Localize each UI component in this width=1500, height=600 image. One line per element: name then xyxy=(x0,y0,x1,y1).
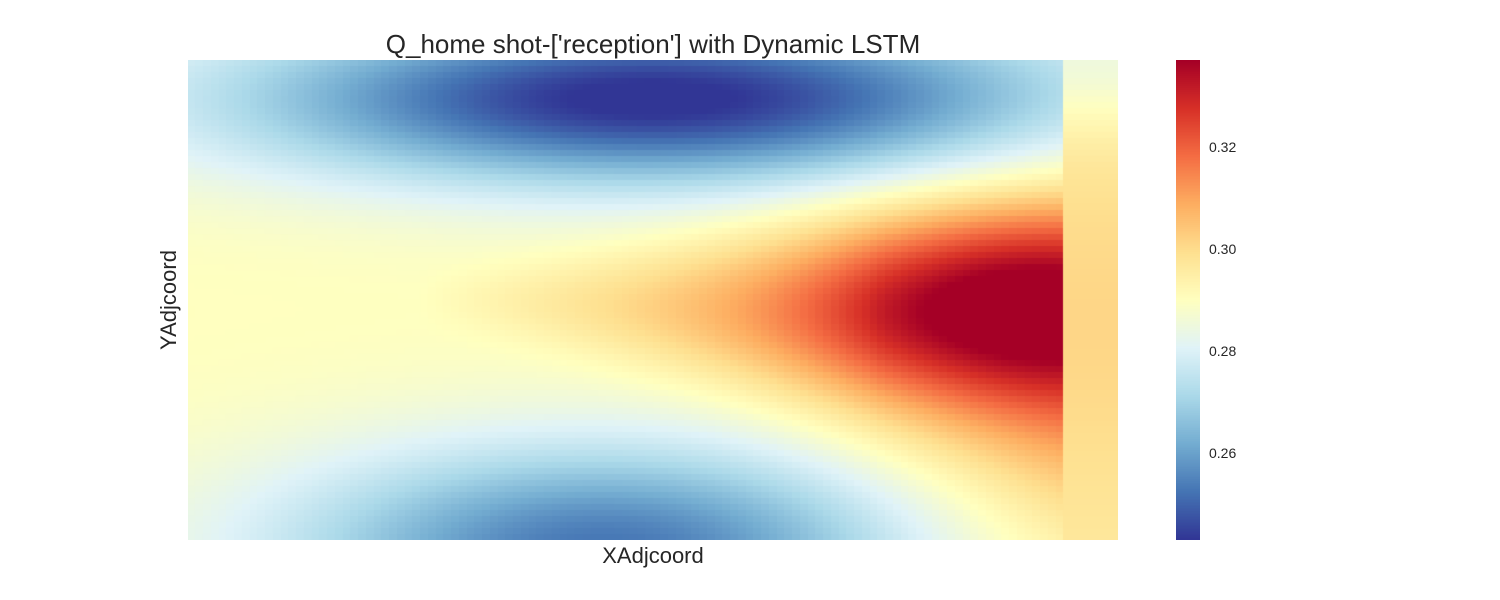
chart-title: Q_home shot-['reception'] with Dynamic L… xyxy=(386,29,920,59)
heatmap xyxy=(188,60,1118,540)
y-axis-label: YAdjcoord xyxy=(156,250,181,350)
colorbar-tick-label: 0.32 xyxy=(1209,139,1236,155)
colorbar: 0.26 0.28 0.30 0.32 xyxy=(1176,60,1236,540)
colorbar-tick-label: 0.30 xyxy=(1209,241,1236,257)
colorbar-tick-label: 0.28 xyxy=(1209,343,1236,359)
colorbar-gradient xyxy=(1176,60,1200,540)
heatmap-cells xyxy=(188,60,1118,540)
x-axis-label: XAdjcoord xyxy=(602,543,704,568)
colorbar-ticks: 0.26 0.28 0.30 0.32 xyxy=(1209,139,1236,461)
colorbar-tick-label: 0.26 xyxy=(1209,445,1236,461)
